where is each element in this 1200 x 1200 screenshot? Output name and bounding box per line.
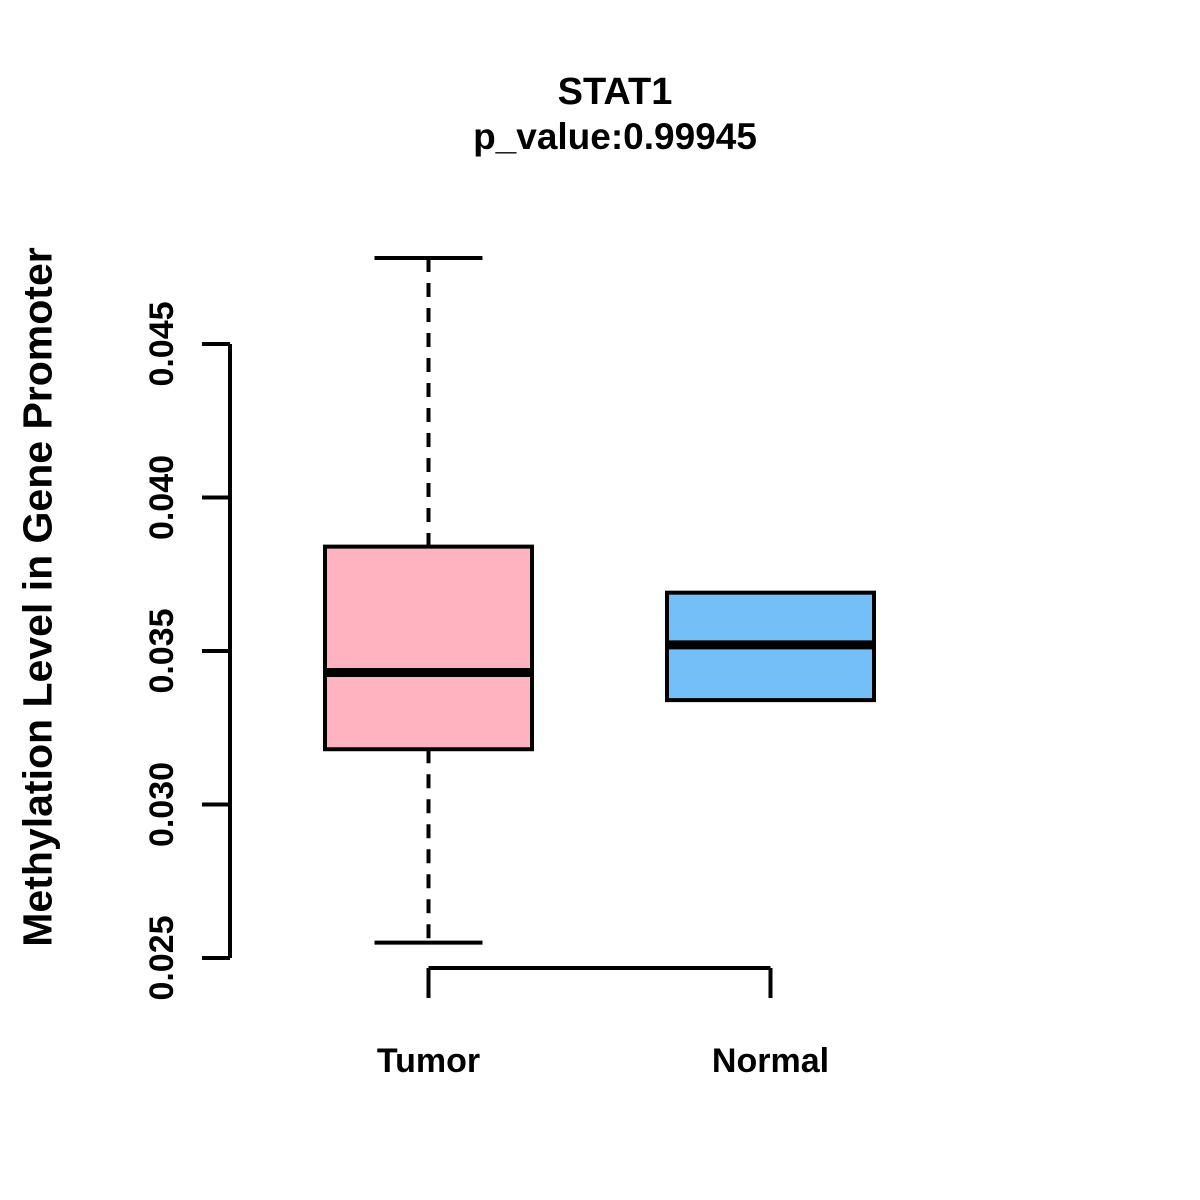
x-axis-label-normal: Normal (712, 1042, 829, 1080)
box-tumor (323, 544, 534, 752)
chart-title-block: STAT1 p_value:0.99945 (473, 70, 757, 160)
y-tick-label-0.030: 0.030 (143, 762, 181, 847)
x-axis-label-tumor: Tumor (377, 1042, 480, 1080)
y-tick-label-0.045: 0.045 (143, 301, 181, 386)
y-tick-label-0.025: 0.025 (143, 915, 181, 1000)
chart-subtitle-pvalue: p_value:0.99945 (473, 116, 757, 157)
y-tick-label-0.035: 0.035 (143, 608, 181, 693)
chart-title: STAT1 (557, 71, 673, 113)
y-tick-label-0.040: 0.040 (143, 455, 181, 540)
